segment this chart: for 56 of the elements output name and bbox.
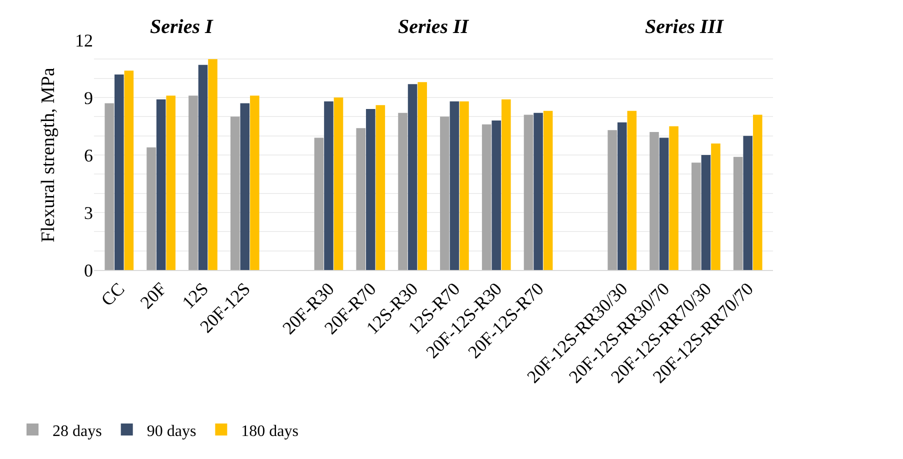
- bar: [701, 155, 711, 270]
- bar: [124, 70, 134, 270]
- bar: [314, 138, 324, 270]
- bar: [418, 82, 427, 270]
- bar: [114, 74, 124, 270]
- bar: [692, 162, 701, 270]
- bar: [398, 112, 408, 270]
- bar: [482, 124, 492, 270]
- bar: [250, 96, 260, 270]
- bar: [534, 112, 543, 270]
- bar: [627, 110, 637, 270]
- bar: [733, 156, 743, 270]
- text: Series II: [398, 16, 470, 38]
- y-tick-label: 12: [75, 30, 93, 50]
- bar: [356, 128, 366, 270]
- y-tick-label: 0: [84, 260, 93, 280]
- bar: [659, 138, 669, 270]
- bar: [492, 120, 502, 270]
- bar: [608, 130, 617, 270]
- bar: [650, 132, 659, 270]
- y-axis-title: Flexural strength, MPa: [38, 67, 59, 242]
- bar: [240, 103, 250, 270]
- bar: [617, 122, 627, 270]
- bar: [230, 116, 240, 270]
- bar: [711, 144, 720, 270]
- text: Series III: [645, 16, 725, 38]
- bar: [324, 101, 334, 270]
- bar: [166, 96, 176, 270]
- bar: [752, 114, 762, 270]
- bar: [208, 59, 218, 270]
- bar: [366, 109, 376, 270]
- bar: [146, 147, 156, 270]
- bar: [198, 64, 208, 270]
- legend-label: 180 days: [241, 422, 299, 440]
- x-tick-label: CC: [97, 278, 128, 310]
- bar: [460, 101, 469, 270]
- y-tick-label: 9: [84, 88, 93, 108]
- bar: [450, 101, 460, 270]
- bar: [502, 99, 511, 270]
- bar: [376, 105, 386, 270]
- bar: [188, 96, 198, 270]
- bar: [524, 114, 534, 270]
- bar: [408, 84, 418, 270]
- x-tick-label: 20F: [136, 278, 170, 313]
- legend-label: 90 days: [146, 422, 196, 440]
- y-tick-label: 3: [84, 202, 93, 223]
- bar: [743, 136, 752, 270]
- bar: [334, 98, 344, 270]
- bar: [543, 110, 553, 270]
- bar: [669, 126, 678, 270]
- legend-label: 28 days: [52, 422, 102, 440]
- text: Series I: [150, 16, 214, 38]
- bar: [104, 103, 114, 270]
- bar: [156, 99, 166, 270]
- y-tick-label: 6: [84, 145, 93, 166]
- bar: [440, 116, 450, 270]
